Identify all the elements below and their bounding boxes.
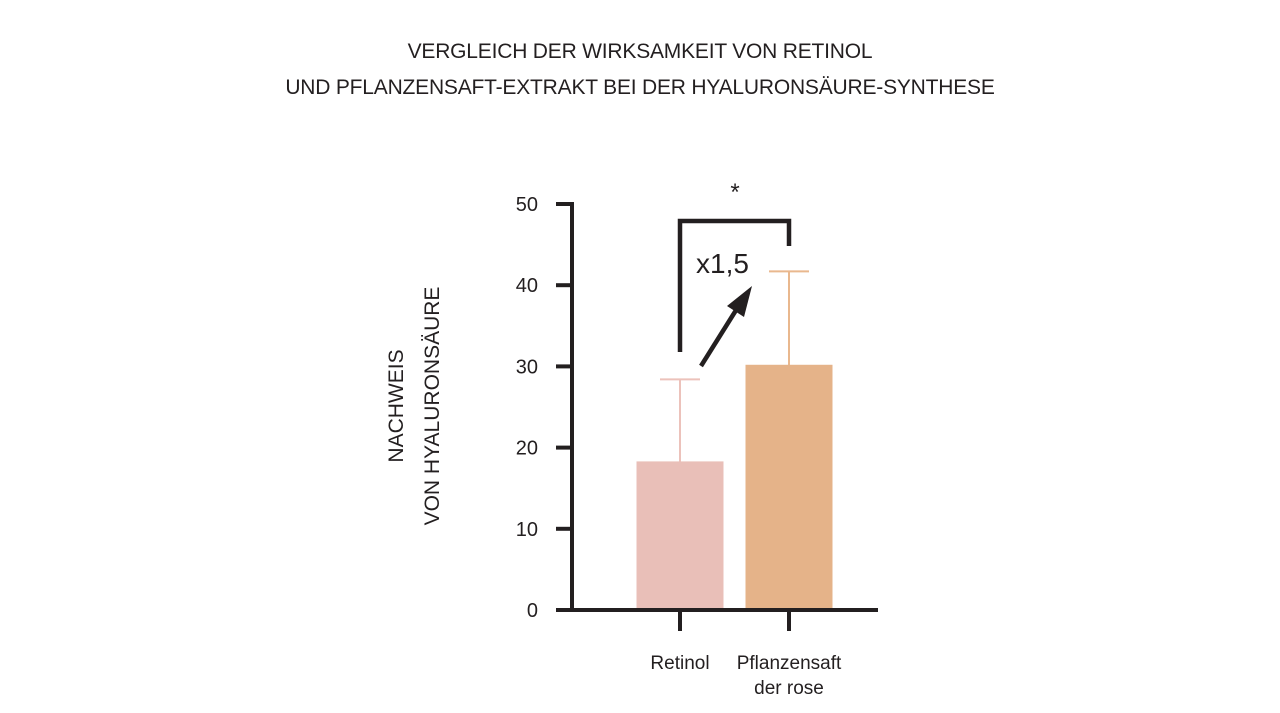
y-tick-label: 10 <box>516 519 538 541</box>
bar <box>636 461 724 610</box>
y-axis-ticks: 0 10 20 30 40 50 <box>516 194 572 622</box>
fold-change-label: x1,5 <box>696 248 749 279</box>
y-tick-label: 0 <box>527 600 538 622</box>
error-bars <box>660 270 809 464</box>
y-tick-label: 40 <box>516 275 538 297</box>
chart-title-line-2: UND PFLANZENSAFT-EXTRAKT BEI DER HYALURO… <box>285 76 995 99</box>
increase-arrow <box>699 286 752 368</box>
y-tick-label: 20 <box>516 438 538 460</box>
y-axis-title-line-1: NACHWEIS <box>385 349 408 462</box>
bars <box>636 364 833 610</box>
y-tick-label: 50 <box>516 194 538 216</box>
bar <box>745 364 833 610</box>
chart-title-line-1: VERGLEICH DER WIRKSAMKEIT VON RETINOL <box>407 40 873 63</box>
significance-marker: * <box>730 179 739 206</box>
x-axis-ticks: Retinol Pflanzensaft der rose <box>650 610 842 699</box>
significance-bracket <box>677 218 792 352</box>
x-tick-label: Pflanzensaft <box>737 653 842 674</box>
x-tick-label: Retinol <box>650 653 709 674</box>
y-tick-label: 30 <box>516 356 538 378</box>
y-axis-title-line-2: VON HYALURONSÄURE <box>421 287 444 526</box>
x-tick-label: der rose <box>754 678 824 699</box>
